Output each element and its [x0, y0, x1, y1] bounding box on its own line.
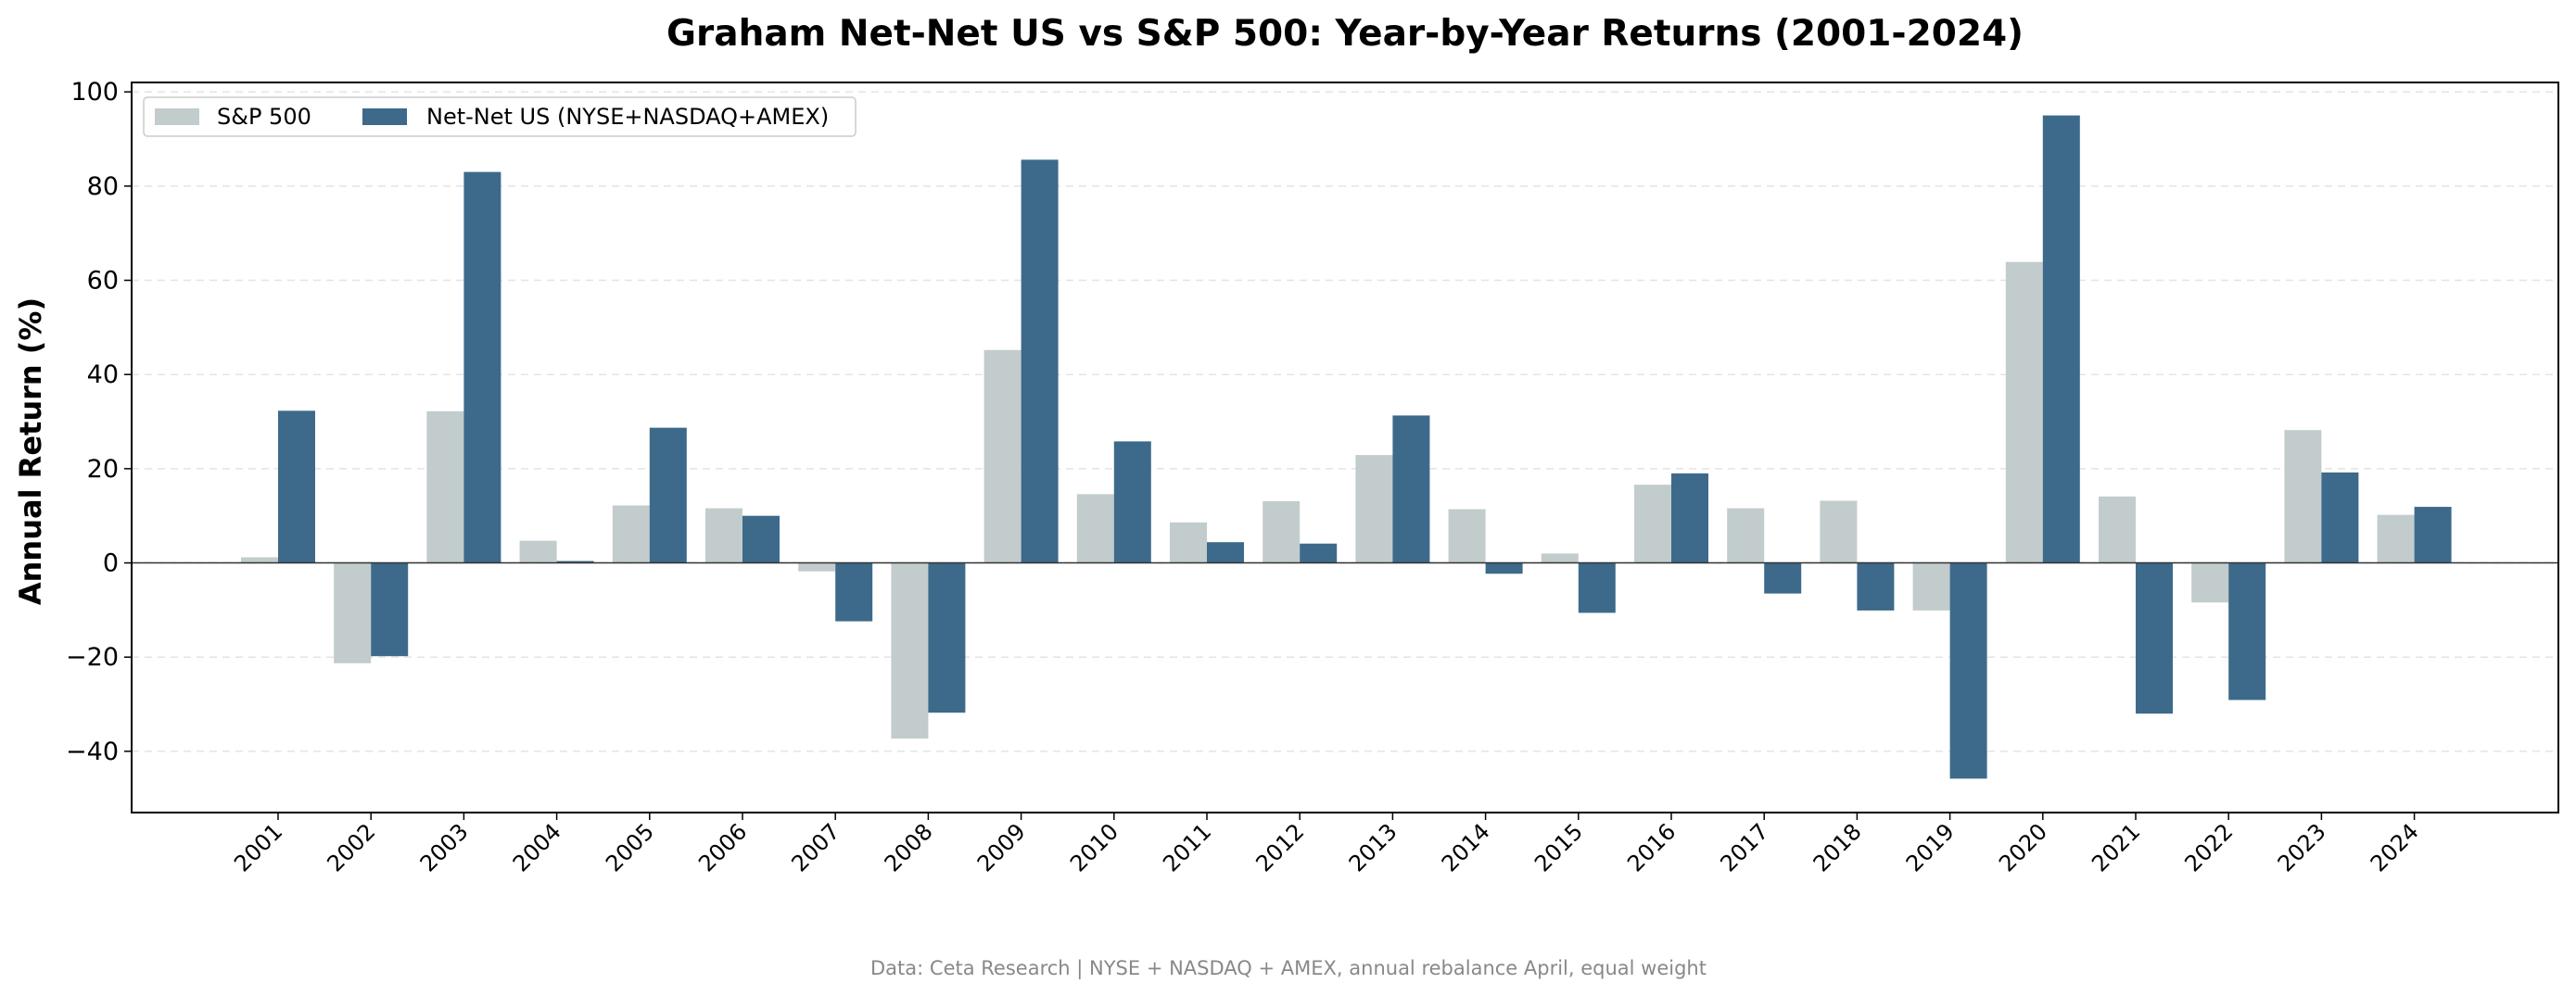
bar-netnet-2003	[463, 171, 501, 563]
bar-sp500-2006	[705, 508, 742, 563]
bars	[241, 115, 2452, 779]
bar-netnet-2005	[649, 427, 687, 563]
grid-lines	[132, 91, 2558, 752]
x-tick-label: 2019	[1901, 818, 1960, 876]
y-axis-label: Annual Return (%)	[13, 297, 48, 605]
y-tick-label: −20	[66, 643, 119, 672]
x-tick-label: 2023	[2273, 818, 2331, 876]
bar-sp500-2019	[1912, 562, 1950, 611]
legend-swatch-netnet	[362, 108, 407, 125]
chart-title: Graham Net-Net US vs S&P 500: Year-by-Ye…	[666, 13, 2024, 55]
y-tick-label: 80	[87, 172, 119, 201]
bar-netnet-2002	[371, 562, 409, 657]
source-note: Data: Ceta Research | NYSE + NASDAQ + AM…	[870, 957, 1707, 980]
bar-sp500-2009	[983, 349, 1022, 563]
bar-netnet-2012	[1300, 543, 1338, 563]
bar-sp500-2020	[2005, 261, 2043, 563]
bar-sp500-2007	[798, 562, 836, 572]
x-tick-label: 2006	[693, 818, 752, 876]
x-tick-label: 2010	[1065, 818, 1123, 876]
x-tick-label: 2020	[1994, 818, 2052, 876]
x-tick-label: 2016	[1622, 818, 1681, 876]
bar-sp500-2014	[1448, 509, 1486, 563]
bar-netnet-2023	[2321, 472, 2359, 563]
x-axis: 2001 2002 2003 2004 2005 2006 2007 2008 2009 2010…	[229, 813, 2424, 876]
x-tick-label: 2005	[601, 818, 659, 876]
x-tick-label: 2012	[1250, 818, 1309, 876]
y-tick-label: 20	[87, 455, 119, 484]
x-tick-label: 2008	[880, 818, 938, 876]
bar-sp500-2003	[426, 410, 464, 563]
y-axis: −40 −20 0 20 40 60 80 100	[66, 78, 132, 766]
x-tick-label: 2022	[2179, 818, 2238, 876]
bar-netnet-2018	[1857, 562, 1895, 611]
x-tick-label: 2011	[1158, 818, 1216, 876]
x-tick-label: 2024	[2366, 818, 2424, 876]
bar-sp500-2008	[891, 562, 929, 739]
x-tick-label: 2004	[508, 818, 566, 876]
bar-netnet-2011	[1207, 542, 1244, 563]
bar-netnet-2024	[2414, 507, 2452, 563]
bar-netnet-2019	[1949, 562, 1987, 779]
bar-netnet-2014	[1485, 562, 1523, 574]
bar-sp500-2013	[1355, 455, 1393, 563]
y-tick-label: −40	[66, 738, 119, 766]
x-tick-label: 2003	[415, 818, 474, 876]
bar-netnet-2008	[928, 562, 966, 713]
x-tick-label: 2013	[1344, 818, 1402, 876]
bar-netnet-2001	[278, 410, 315, 563]
x-tick-label: 2014	[1437, 818, 1495, 876]
x-tick-label: 2015	[1529, 818, 1588, 876]
bar-sp500-2022	[2191, 562, 2229, 603]
y-tick-label: 40	[87, 360, 119, 389]
legend-label-sp500: S&P 500	[217, 104, 311, 130]
bar-sp500-2016	[1634, 485, 1671, 563]
x-tick-label: 2007	[786, 818, 844, 876]
y-tick-label: 100	[70, 78, 119, 107]
bar-sp500-2004	[519, 540, 557, 563]
bar-sp500-2021	[2099, 496, 2136, 563]
bar-sp500-2018	[1820, 500, 1858, 563]
bar-sp500-2002	[334, 562, 372, 663]
bar-netnet-2006	[742, 515, 780, 563]
bar-netnet-2015	[1578, 562, 1616, 613]
y-tick-label: 0	[103, 549, 119, 578]
bar-netnet-2020	[2042, 115, 2080, 563]
bar-netnet-2021	[2136, 562, 2173, 714]
x-tick-label: 2009	[972, 818, 1031, 876]
x-tick-label: 2002	[322, 818, 380, 876]
bar-netnet-2013	[1392, 415, 1430, 563]
y-tick-label: 60	[87, 267, 119, 296]
bar-netnet-2022	[2228, 562, 2266, 700]
plot-frame	[131, 82, 2559, 813]
bar-sp500-2011	[1170, 522, 1207, 563]
x-tick-label: 2017	[1715, 818, 1773, 876]
bar-netnet-2017	[1764, 562, 1802, 594]
legend: S&P 500 Net-Net US (NYSE+NASDAQ+AMEX)	[143, 96, 857, 137]
bar-sp500-2017	[1727, 508, 1765, 563]
bar-sp500-2012	[1263, 500, 1301, 563]
bar-sp500-2001	[241, 557, 278, 563]
x-tick-label: 2018	[1808, 818, 1867, 876]
bar-sp500-2005	[612, 505, 650, 563]
bar-sp500-2015	[1541, 553, 1579, 563]
legend-label-netnet: Net-Net US (NYSE+NASDAQ+AMEX)	[426, 104, 829, 130]
bar-netnet-2009	[1021, 159, 1059, 563]
bar-netnet-2016	[1671, 473, 1708, 563]
bar-sp500-2023	[2284, 430, 2322, 563]
bar-netnet-2010	[1113, 441, 1151, 563]
bar-netnet-2007	[835, 562, 873, 622]
legend-box	[143, 96, 857, 137]
bar-sp500-2010	[1076, 494, 1114, 563]
x-tick-label: 2001	[229, 818, 287, 876]
bar-sp500-2024	[2377, 514, 2415, 563]
bar-netnet-2004	[556, 561, 594, 563]
x-tick-label: 2021	[2087, 818, 2145, 876]
legend-swatch-sp500	[155, 108, 199, 125]
